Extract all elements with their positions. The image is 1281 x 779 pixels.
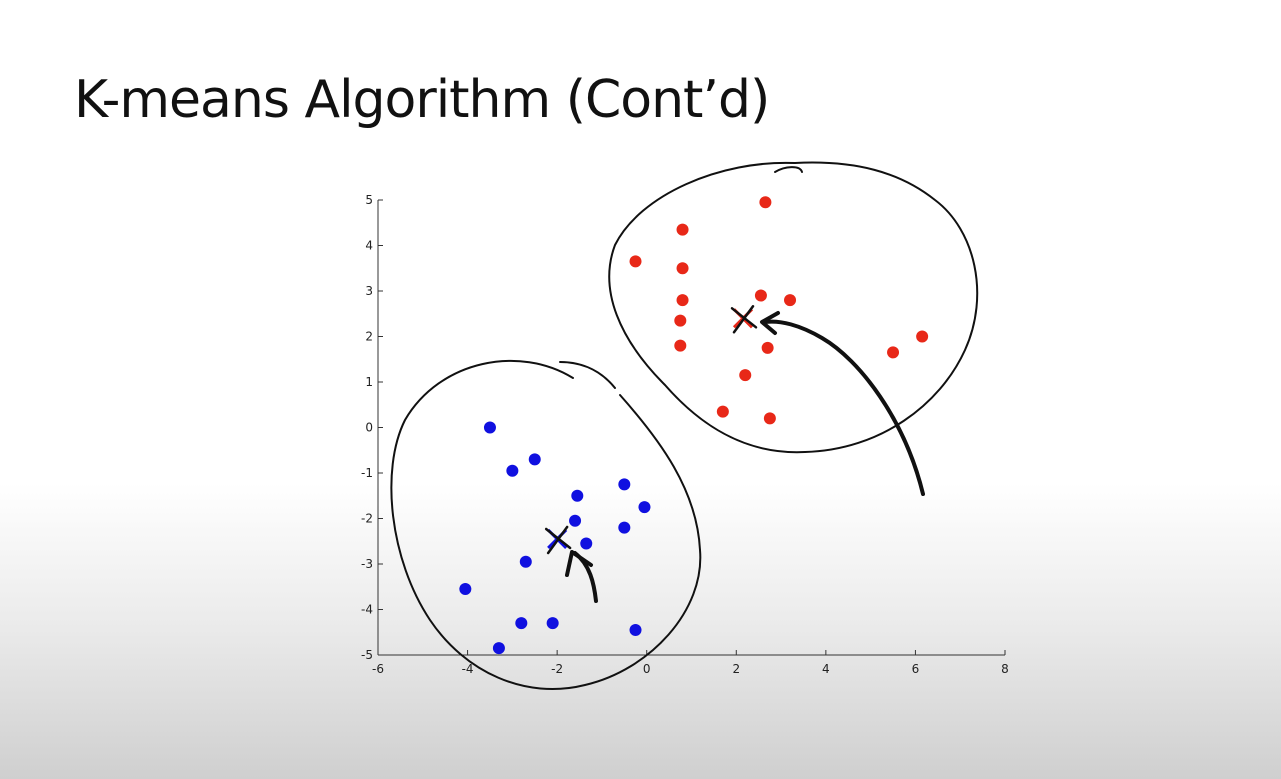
blue-data-point (483, 421, 496, 434)
red-cluster-ink-outline (608, 161, 979, 454)
y-tick-label: 0 (365, 421, 373, 435)
y-tick-label: 4 (365, 239, 373, 253)
y-tick-label: 1 (365, 375, 373, 389)
blue-data-point (569, 514, 582, 527)
red-data-point (739, 369, 752, 382)
red-data-point (916, 330, 929, 343)
slide-title: K-means Algorithm (Cont’d) (74, 70, 770, 130)
x-tick-label: -2 (551, 662, 563, 676)
y-tick-label: -3 (361, 557, 373, 571)
x-tick-label: 8 (1001, 662, 1009, 676)
red-data-point (676, 294, 689, 307)
ink-annotations (390, 161, 979, 690)
red-centroid-arrowhead (760, 311, 780, 335)
blue-data-point (492, 642, 505, 655)
y-tick-label: 3 (365, 284, 373, 298)
red-data-point (674, 314, 687, 327)
red-centroid-ink-x (730, 305, 758, 334)
x-tick-label: 6 (912, 662, 920, 676)
red-data-point (674, 339, 687, 352)
blue-data-point (629, 623, 642, 636)
red-data-point (759, 196, 772, 209)
blue-data-point (571, 489, 584, 502)
y-tick-label: -2 (361, 512, 373, 526)
red-data-point (676, 262, 689, 275)
blue-cluster-ink-outline (390, 359, 702, 690)
red-centroid-marker (730, 305, 758, 334)
y-tick-label: -1 (361, 466, 373, 480)
blue-data-point (546, 617, 559, 630)
chart-points (459, 196, 929, 655)
red-data-point (887, 346, 900, 359)
chart-centroids (544, 305, 758, 555)
blue-data-point (638, 501, 651, 514)
chart-axes (377, 200, 1005, 656)
blue-data-point (580, 537, 593, 550)
blue-data-point (506, 464, 519, 477)
y-tick-label: 2 (365, 330, 373, 344)
blue-centroid-arrowhead (565, 550, 593, 577)
red-data-point (716, 405, 729, 418)
red-data-point (763, 412, 776, 425)
red-centroid-arrow (763, 319, 925, 496)
blue-data-point (618, 478, 631, 491)
red-data-point (761, 341, 774, 354)
x-tick-label: -4 (462, 662, 474, 676)
blue-data-point (618, 521, 631, 534)
red-data-point (629, 255, 642, 268)
blue-data-point (515, 617, 528, 630)
red-cluster-ink-tail (774, 166, 803, 173)
blue-data-point (528, 453, 541, 466)
blue-data-point (459, 583, 472, 596)
x-tick-label: 2 (732, 662, 740, 676)
blue-centroid-ink-x (544, 525, 572, 555)
red-data-point (784, 294, 797, 307)
x-tick-label: 0 (643, 662, 651, 676)
chart-ticks: -6 -4 -2 0 2 4 6 8 5 4 3 2 1 0 -1 -2 -3 -4 -5 (361, 193, 1009, 676)
blue-cluster-ink-tail (559, 361, 616, 389)
y-tick-label: 5 (365, 193, 373, 207)
blue-centroid-marker (544, 525, 572, 555)
y-tick-label: -4 (361, 603, 373, 617)
red-data-point (676, 223, 689, 236)
x-tick-label: -6 (372, 662, 384, 676)
y-tick-label: -5 (361, 648, 373, 662)
blue-data-point (519, 555, 532, 568)
red-data-point (754, 289, 767, 302)
x-tick-label: 4 (822, 662, 830, 676)
